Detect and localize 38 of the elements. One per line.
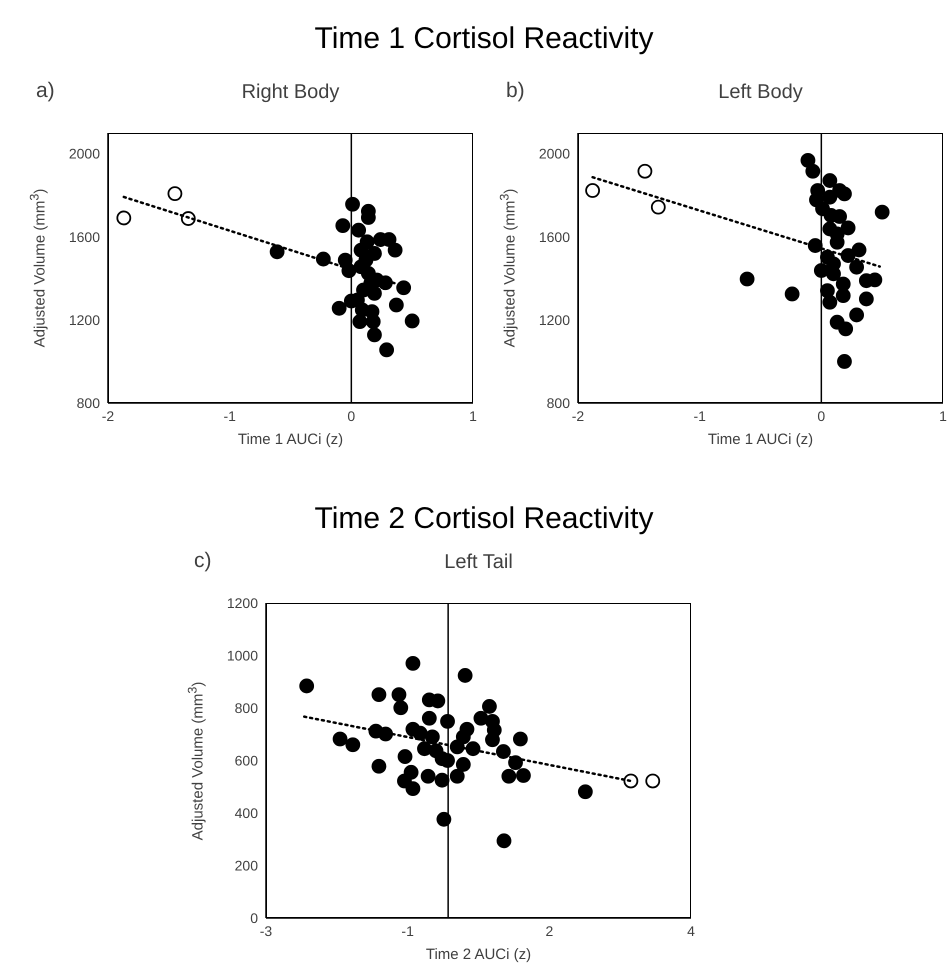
y-tick-label: 2000 [68, 146, 100, 162]
y-tick-label: 1000 [226, 647, 258, 664]
text: b) [506, 79, 525, 103]
chart-title: Left Body [717, 81, 804, 104]
y-tick-label: 1200 [68, 312, 100, 328]
x-tick-label: -2 [572, 408, 584, 424]
x-tick-label: 2 [545, 922, 554, 939]
x-tick-label: 0 [817, 408, 826, 424]
x-tick-label: -1 [401, 922, 414, 939]
chart-title: Right Body [240, 81, 340, 104]
x-axis-title: Time 1 AUCi (z) [236, 431, 344, 448]
x-tick-label: 1 [939, 408, 948, 424]
x-tick-label: 0 [347, 408, 356, 424]
y-tick-label: 800 [546, 394, 570, 411]
text: Time 2 Cortisol Reactivity [314, 502, 654, 536]
x-tick-label: 1 [469, 408, 478, 424]
x-tick-label: -1 [693, 408, 706, 424]
x-tick-label: 4 [687, 922, 696, 939]
y-tick-label: 400 [234, 804, 258, 821]
x-axis-title: Time 1 AUCi (z) [706, 431, 814, 448]
x-tick-label: -2 [102, 408, 114, 424]
text: c) [194, 549, 212, 573]
x-axis-title: Time 2 AUCi (z) [424, 946, 532, 963]
y-tick-label: 800 [234, 700, 258, 716]
y-tick-label: 1200 [538, 312, 570, 328]
y-tick-label: 600 [234, 752, 258, 768]
x-tick-label: -3 [260, 922, 272, 939]
y-tick-label: 200 [234, 857, 258, 874]
chart-title: Left Tail [443, 551, 514, 574]
x-tick-label: -1 [223, 408, 236, 424]
y-tick-label: 800 [76, 394, 100, 411]
text: a) [36, 79, 55, 103]
text: Time 1 Cortisol Reactivity [314, 22, 654, 56]
y-tick-label: 1600 [68, 228, 100, 245]
y-tick-label: 0 [250, 910, 258, 926]
y-tick-label: 1200 [226, 594, 258, 611]
y-tick-label: 1600 [538, 228, 570, 245]
y-tick-label: 2000 [538, 146, 570, 162]
